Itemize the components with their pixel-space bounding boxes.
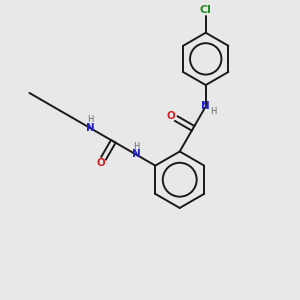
Text: O: O <box>167 111 176 121</box>
Text: N: N <box>86 123 95 133</box>
Text: N: N <box>201 101 210 111</box>
Text: H: H <box>88 116 94 124</box>
Text: O: O <box>96 158 105 168</box>
Text: Cl: Cl <box>200 5 212 15</box>
Text: H: H <box>133 142 139 151</box>
Text: N: N <box>132 149 140 160</box>
Text: H: H <box>210 107 216 116</box>
